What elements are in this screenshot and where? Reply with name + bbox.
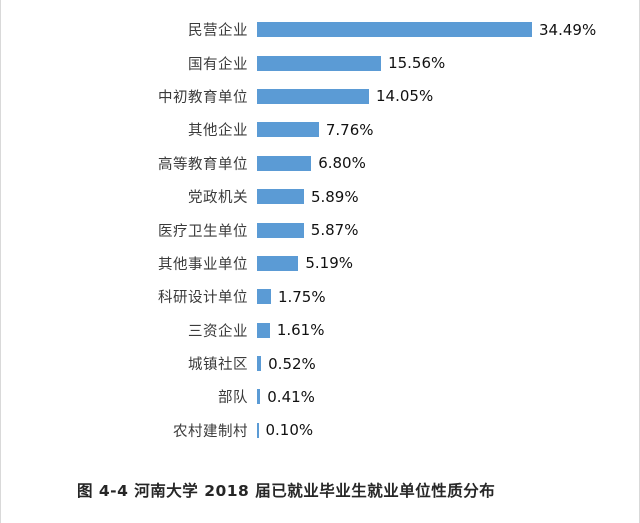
bar — [257, 356, 262, 372]
bar-chart: 民营企业 34.49% 国有企业 15.56% 中初教育单位 14.05% 其他企业 7.76… — [1, 0, 639, 447]
chart-row: 科研设计单位 1.75% — [1, 280, 639, 313]
bar — [257, 155, 312, 171]
value-label: 0.10% — [265, 421, 314, 440]
chart-row: 高等教育单位 6.80% — [1, 147, 639, 180]
bar — [257, 422, 259, 438]
bar — [257, 289, 271, 305]
value-label: 34.49% — [539, 20, 597, 39]
value-label: 0.41% — [267, 387, 315, 406]
chart-row: 部队 0.41% — [1, 380, 639, 413]
chart-row: 中初教育单位 14.05% — [1, 80, 639, 113]
value-label: 7.76% — [325, 120, 374, 139]
chart-row: 城镇社区 0.52% — [1, 347, 639, 380]
chart-row: 党政机关 5.89% — [1, 180, 639, 213]
category-label: 其他企业 — [188, 123, 248, 140]
category-label: 城镇社区 — [188, 357, 248, 374]
category-label: 中初教育单位 — [158, 89, 248, 106]
bar — [257, 255, 299, 271]
category-label: 三资企业 — [188, 323, 248, 340]
category-label: 医疗卫生单位 — [158, 223, 248, 240]
value-label: 5.87% — [310, 221, 359, 240]
category-label: 高等教育单位 — [158, 156, 248, 173]
value-label: 14.05% — [376, 87, 434, 106]
chart-row: 医疗卫生单位 5.87% — [1, 213, 639, 246]
value-label: 15.56% — [388, 54, 446, 73]
category-label: 其他事业单位 — [158, 256, 248, 273]
chart-caption: 图 4-4 河南大学 2018 届已就业毕业生就业单位性质分布 — [77, 482, 496, 500]
value-label: 5.19% — [305, 254, 354, 273]
category-label: 科研设计单位 — [158, 290, 248, 307]
value-label: 0.52% — [268, 354, 316, 373]
value-label: 5.89% — [310, 187, 359, 206]
bar — [257, 189, 304, 205]
category-label: 国有企业 — [188, 56, 248, 73]
bar — [257, 222, 304, 238]
value-label: 1.75% — [277, 287, 326, 306]
bar — [257, 55, 382, 71]
chart-row: 其他企业 7.76% — [1, 113, 639, 146]
bar — [257, 88, 370, 104]
value-label: 6.80% — [318, 154, 366, 173]
value-label: 1.61% — [276, 321, 325, 340]
category-label: 党政机关 — [188, 190, 248, 207]
bar — [257, 22, 532, 38]
bar — [257, 389, 261, 405]
chart-row: 三资企业 1.61% — [1, 314, 639, 347]
bar — [257, 122, 319, 138]
chart-row: 其他事业单位 5.19% — [1, 247, 639, 280]
chart-row: 民营企业 34.49% — [1, 13, 639, 46]
category-label: 农村建制村 — [173, 423, 248, 440]
bar — [257, 322, 270, 338]
category-label: 部队 — [218, 390, 248, 407]
chart-row: 农村建制村 0.10% — [1, 414, 639, 447]
category-label: 民营企业 — [188, 23, 248, 40]
chart-row: 国有企业 15.56% — [1, 46, 639, 79]
